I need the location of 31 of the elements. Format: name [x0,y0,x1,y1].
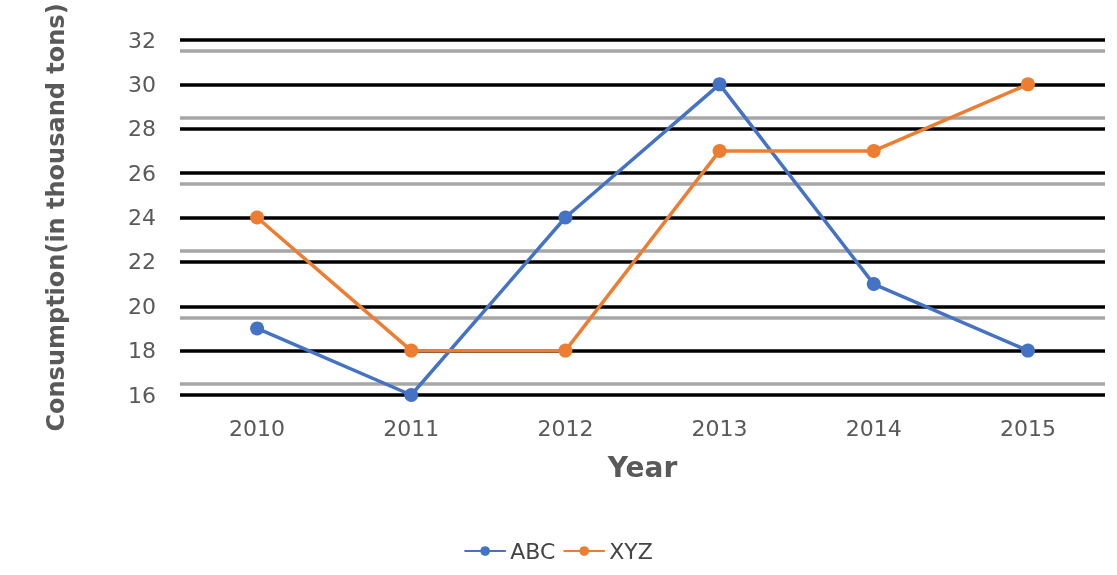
y-tick-label: 20 [128,293,156,319]
point [866,143,881,158]
x-tick-label: 2015 [999,415,1056,441]
point [558,343,573,358]
point [404,388,419,402]
point [404,343,419,358]
point [558,210,573,225]
y-tick-label: 32 [128,27,156,53]
point [250,321,265,336]
y-tick-label: 26 [128,160,156,186]
y-tick-label: 22 [128,249,156,275]
legend-label: ABC [510,538,556,564]
point [712,77,727,92]
point [1020,343,1035,358]
x-tick-label: 2013 [691,415,748,441]
legend-label: XYZ [609,538,653,564]
point [250,210,265,225]
x-tick-label: 2012 [537,415,594,441]
point [866,277,881,292]
y-tick-label: 30 [128,71,156,97]
y-tick-label: 16 [128,382,156,408]
y-tick-label: 24 [128,205,156,230]
y-axis-title: Consumption(in thousand tons) [42,3,70,432]
x-tick-label: 2011 [383,415,440,441]
point [712,143,727,158]
x-tick-label: 2010 [229,415,286,441]
point [1020,77,1035,92]
x-axis-title: Year [606,450,678,484]
y-tick-label: 18 [128,338,156,364]
y-tick-label: 28 [128,116,156,142]
x-tick-label: 2014 [845,415,902,441]
